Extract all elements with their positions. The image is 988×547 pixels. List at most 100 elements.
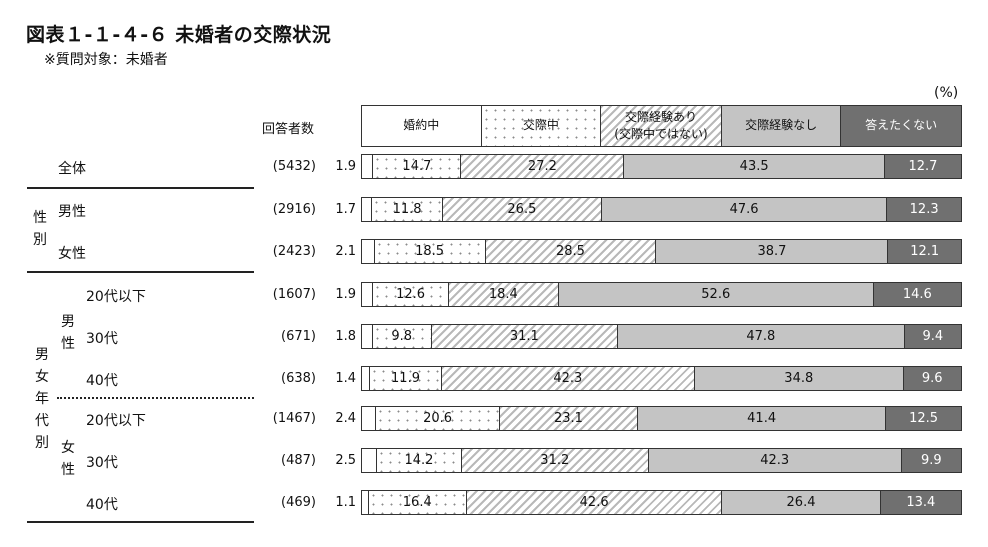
bar-segment: 42.6: [466, 491, 723, 514]
bar-segment: 12.1: [888, 240, 961, 263]
legend-item: 交際中: [481, 106, 602, 146]
data-label-engaged: 1.9: [335, 159, 356, 174]
data-label: 27.2: [527, 159, 557, 174]
data-label: 42.6: [579, 495, 609, 510]
bar-segment: 12.7: [884, 155, 961, 178]
respondent-count: (1467): [272, 411, 316, 426]
data-label: 42.3: [553, 371, 583, 386]
respondent-count: (1607): [272, 287, 316, 302]
data-label: 9.4: [922, 329, 944, 344]
bar-segment: 14.7: [373, 155, 462, 178]
bar-segment: 14.6: [873, 283, 961, 306]
separator-line: [27, 521, 254, 523]
bar-segment: 9.8: [372, 325, 432, 348]
bar-segment: 41.4: [638, 407, 887, 430]
bar-segment: 31.1: [431, 325, 619, 348]
stacked-bar: 14.7 27.2 43.5 12.7: [361, 154, 962, 179]
data-label: 47.8: [746, 329, 776, 344]
data-label: 34.8: [784, 371, 814, 386]
legend-label: 答えたくない: [865, 118, 938, 133]
bar-segment: 43.5: [624, 155, 885, 178]
separator-line: [27, 271, 254, 273]
data-label: 31.2: [540, 453, 570, 468]
bar-segment: 38.7: [656, 240, 889, 263]
unit-label: (%): [934, 85, 959, 101]
legend: 婚約中 交際中 交際経験あり (交際中ではない) 交際経験なし 答えたくない: [361, 105, 962, 147]
stacked-bar: 20.6 23.1 41.4 12.5: [361, 406, 962, 431]
data-label-engaged: 2.1: [335, 244, 356, 259]
data-label: 18.5: [415, 244, 445, 259]
group-label-male: 男性: [61, 314, 75, 352]
stacked-bar: 11.8 26.5 47.6 12.3: [361, 197, 962, 222]
bar-segment: 26.4: [722, 491, 881, 514]
bar-segment: 27.2: [461, 155, 625, 178]
data-label: 38.7: [757, 244, 787, 259]
data-label: 28.5: [555, 244, 585, 259]
data-label: 12.3: [909, 202, 939, 217]
legend-label: 交際経験あり (交際中ではない): [614, 109, 708, 141]
bar-segment: 26.5: [442, 198, 602, 221]
data-label: 18.4: [488, 287, 518, 302]
legend-item: 交際経験なし: [721, 106, 842, 146]
bar-segment: [362, 449, 377, 472]
bar-segment: 11.8: [372, 198, 443, 221]
stacked-bar: 14.2 31.2 42.3 9.9: [361, 448, 962, 473]
category-label: 20代以下: [86, 413, 146, 429]
bar-segment: 47.6: [601, 198, 888, 221]
bar-segment: 52.6: [558, 283, 874, 306]
chart-title: 図表１-１-４-６ 未婚者の交際状況: [26, 24, 332, 46]
data-label: 12.5: [909, 411, 939, 426]
legend-label: 交際経験なし: [745, 118, 818, 133]
data-label: 31.1: [509, 329, 539, 344]
legend-label: 婚約中: [403, 118, 440, 133]
bar-segment: 9.4: [904, 325, 961, 348]
bar-segment: 47.8: [618, 325, 905, 348]
bar-segment: 23.1: [499, 407, 639, 430]
stacked-bar: 12.6 18.4 52.6 14.6: [361, 282, 962, 307]
category-label: 全体: [58, 161, 86, 177]
bar-segment: 18.5: [374, 240, 486, 263]
category-label: 40代: [86, 497, 118, 513]
data-label: 9.9: [921, 453, 942, 468]
respondent-count: (487): [281, 453, 316, 468]
stacked-bar: 9.8 31.1 47.8 9.4: [361, 324, 962, 349]
bar-segment: 12.6: [373, 283, 449, 306]
respondent-count: (5432): [272, 159, 316, 174]
data-label: 9.8: [391, 329, 413, 344]
data-label: 11.8: [392, 202, 422, 217]
data-label-engaged: 1.4: [335, 371, 356, 386]
bar-segment: 12.5: [886, 407, 961, 430]
bar-segment: [362, 283, 374, 306]
legend-item: 交際経験あり (交際中ではない): [601, 106, 722, 146]
bar-segment: [362, 325, 373, 348]
bar-segment: 9.9: [901, 449, 961, 472]
bar-segment: 31.2: [461, 449, 649, 472]
bar-segment: [362, 407, 377, 430]
category-label: 30代: [86, 455, 118, 471]
data-label: 52.6: [701, 287, 731, 302]
data-label-engaged: 1.7: [335, 202, 356, 217]
data-label: 14.7: [402, 159, 432, 174]
respondent-count: (638): [281, 371, 316, 386]
data-label: 16.4: [402, 495, 432, 510]
bar-segment: 11.9: [370, 367, 442, 390]
data-label: 26.4: [786, 495, 816, 510]
bar-segment: 13.4: [880, 491, 961, 514]
bar-segment: [362, 240, 375, 263]
data-label: 14.6: [902, 287, 932, 302]
separator-line: [27, 187, 254, 189]
data-label: 42.3: [760, 453, 790, 468]
data-label: 47.6: [729, 202, 759, 217]
category-label: 40代: [86, 373, 118, 389]
stacked-bar: 18.5 28.5 38.7 12.1: [361, 239, 962, 264]
bar-segment: [362, 367, 371, 390]
bar-segment: 18.4: [448, 283, 559, 306]
category-label: 男性: [58, 204, 86, 220]
data-label: 26.5: [507, 202, 537, 217]
bar-segment: 12.3: [887, 198, 961, 221]
data-label: 13.4: [906, 495, 936, 510]
data-label-engaged: 1.9: [335, 287, 356, 302]
bar-segment: 14.2: [376, 449, 462, 472]
data-label: 11.9: [391, 371, 420, 386]
data-label: 12.6: [396, 287, 426, 302]
